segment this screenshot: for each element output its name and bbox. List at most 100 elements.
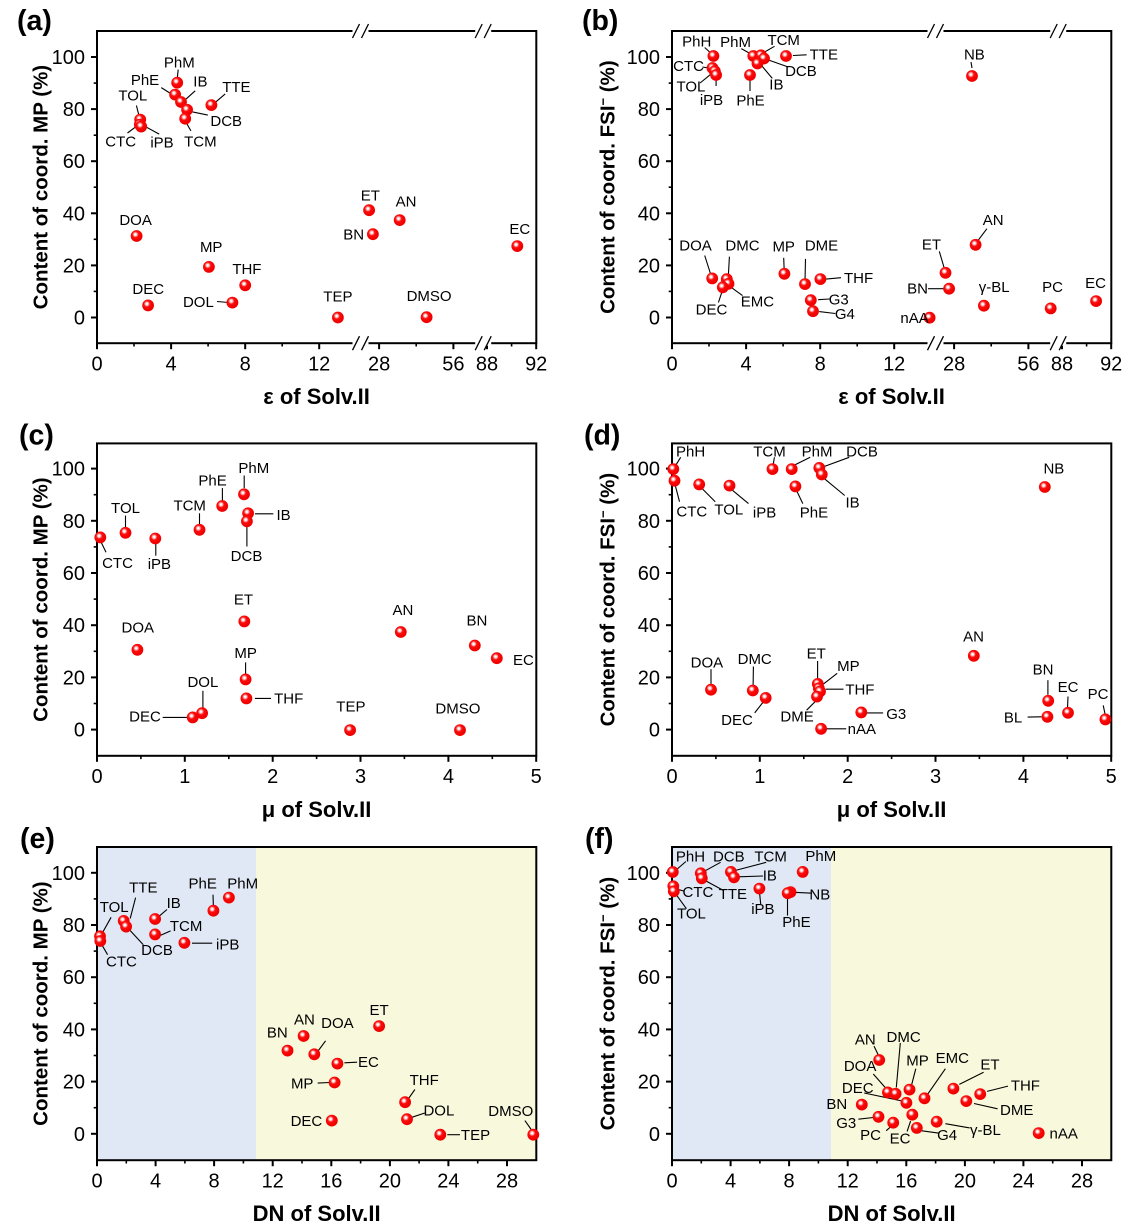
svg-text:4: 4 [741,354,752,376]
svg-text:TCM: TCM [767,32,800,49]
svg-text:4: 4 [166,354,177,376]
svg-text:100: 100 [52,47,85,69]
svg-text:TOL: TOL [677,906,706,923]
svg-text:BN: BN [466,613,487,630]
svg-text:20: 20 [638,1072,660,1094]
svg-text:ET: ET [807,646,826,663]
svg-text:G4: G4 [937,1127,957,1144]
svg-text:4: 4 [725,1171,736,1193]
svg-text:8: 8 [784,1171,795,1193]
svg-text:88: 88 [1051,354,1073,376]
svg-text:Content of coord. MP (%): Content of coord. MP (%) [30,477,53,721]
svg-text:100: 100 [627,459,660,481]
svg-text:DOA: DOA [679,238,712,255]
svg-text:80: 80 [638,99,660,121]
svg-text:MP: MP [234,645,257,662]
svg-text:PC: PC [860,1127,881,1144]
svg-text:DOA: DOA [321,1015,354,1032]
svg-text:IB: IB [167,895,181,912]
svg-text:0: 0 [666,766,677,788]
svg-text:ET: ET [361,188,380,205]
svg-text:iPB: iPB [216,936,239,953]
svg-text:DEC: DEC [721,712,753,729]
svg-text:nAA: nAA [1050,1125,1078,1142]
svg-text:TOL: TOL [676,79,705,96]
svg-text:20: 20 [63,667,85,689]
svg-text:EC: EC [890,1131,911,1148]
svg-text:DMSO: DMSO [407,288,452,305]
svg-text:ε of Solv.II: ε of Solv.II [263,384,370,409]
svg-text:PhE: PhE [800,505,828,522]
svg-text:80: 80 [63,511,85,533]
svg-text:20: 20 [379,1171,401,1193]
svg-text:TCM: TCM [753,443,786,460]
svg-text:MP: MP [772,239,795,256]
svg-text:DEC: DEC [842,1080,874,1097]
svg-text:DCB: DCB [141,942,173,959]
svg-text:100: 100 [52,863,85,885]
svg-text:THF: THF [844,270,873,287]
svg-text:40: 40 [638,615,660,637]
svg-text:92: 92 [525,354,547,376]
svg-text:DME: DME [780,709,813,726]
svg-text:NB: NB [964,47,985,64]
svg-text:MP: MP [200,239,223,256]
svg-text:0: 0 [649,720,660,742]
svg-text:iPB: iPB [700,92,723,109]
svg-text:80: 80 [638,511,660,533]
svg-text:28: 28 [496,1171,518,1193]
svg-text:DEC: DEC [696,302,728,319]
svg-text:(b): (b) [582,5,618,37]
svg-text:0: 0 [666,354,677,376]
svg-text:AN: AN [963,629,984,646]
svg-text:40: 40 [63,203,85,225]
svg-text:DMSO: DMSO [488,1103,533,1120]
svg-text:EC: EC [509,221,530,238]
svg-text:EC: EC [513,652,534,669]
svg-text:DCB: DCB [210,113,242,130]
svg-text:TOL: TOL [118,88,147,105]
svg-text:100: 100 [627,863,660,885]
svg-text:0: 0 [649,308,660,330]
svg-text:(e): (e) [20,823,55,855]
svg-text:ET: ET [922,237,941,254]
svg-text:MP: MP [837,658,860,675]
svg-text:(a): (a) [17,5,52,37]
svg-text:EC: EC [1085,275,1106,292]
svg-text:80: 80 [638,915,660,937]
svg-text:PhE: PhE [736,93,764,110]
svg-text:24: 24 [437,1171,459,1193]
svg-text:EMC: EMC [741,294,775,311]
svg-text:Content of coord. FSI− (%): Content of coord. FSI− (%) [595,473,620,727]
svg-text:DMC: DMC [738,651,772,668]
svg-text:92: 92 [1100,354,1122,376]
svg-text:G3: G3 [836,1115,856,1132]
svg-text:AN: AN [396,194,417,211]
svg-text:88: 88 [476,354,498,376]
svg-text:PhE: PhE [782,914,810,931]
svg-text:CTC: CTC [673,58,704,75]
svg-text:AN: AN [294,1011,315,1028]
svg-text:PhM: PhM [802,443,833,460]
svg-text:ET: ET [234,591,253,608]
svg-text:iPB: iPB [148,556,171,573]
svg-text:TCM: TCM [184,133,217,150]
svg-text:THF: THF [274,691,303,708]
svg-text:2: 2 [267,766,278,788]
svg-text:24: 24 [1012,1171,1034,1193]
svg-text:60: 60 [638,563,660,585]
svg-text:(d): (d) [584,420,620,452]
svg-text:PhH: PhH [676,848,705,865]
svg-text:0: 0 [91,354,102,376]
svg-text:TEP: TEP [336,698,365,715]
svg-text:PC: PC [1042,279,1063,296]
svg-text:60: 60 [638,967,660,989]
svg-text:DOL: DOL [183,294,214,311]
svg-text:0: 0 [91,1171,102,1193]
svg-text:G3: G3 [886,706,906,723]
svg-text:G3: G3 [829,291,849,308]
svg-text:12: 12 [308,354,330,376]
svg-text:20: 20 [638,667,660,689]
svg-text:THF: THF [232,261,261,278]
svg-text:EC: EC [1058,679,1079,696]
